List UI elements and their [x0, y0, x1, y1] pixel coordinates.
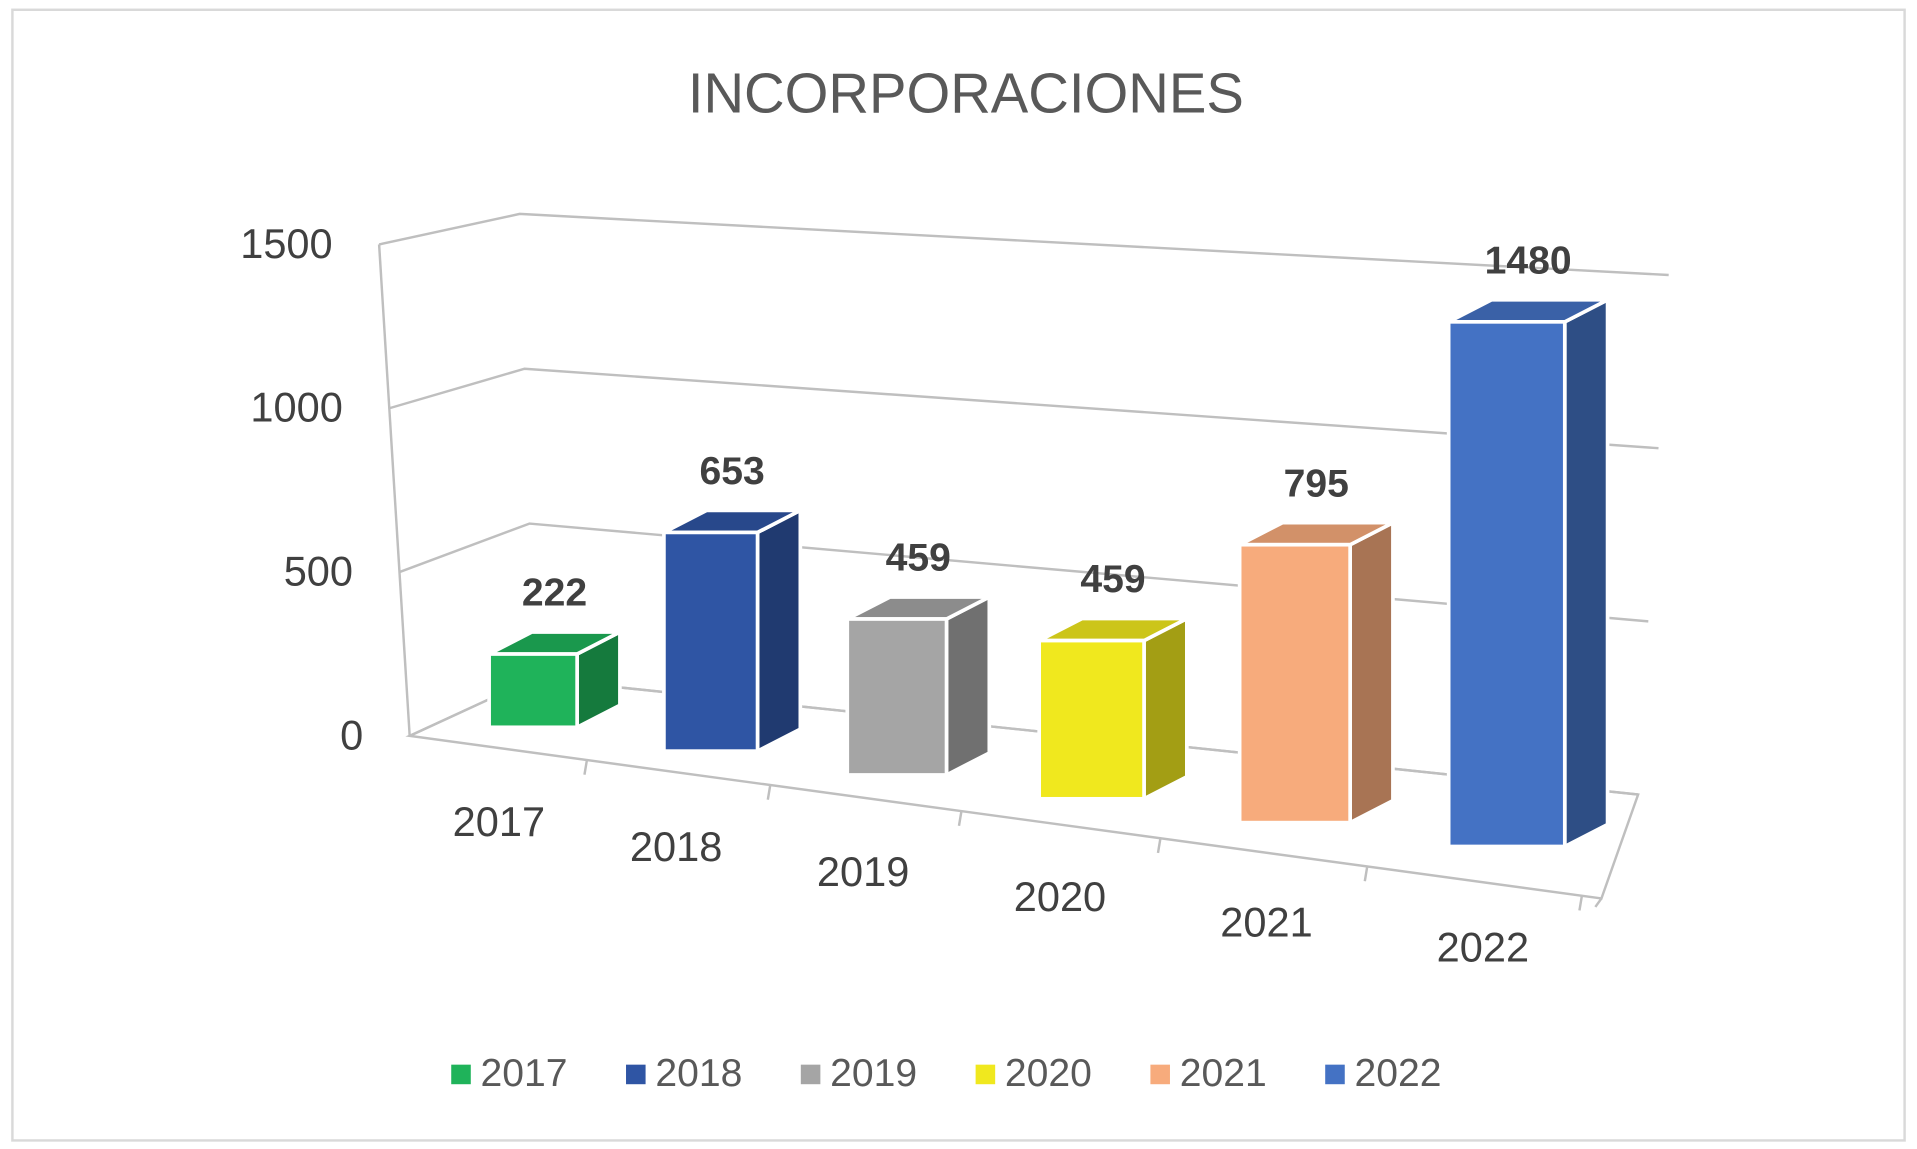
- x-tick-label: 2018: [630, 823, 722, 870]
- grid-line: [388, 367, 1659, 450]
- legend-swatch: [626, 1064, 646, 1085]
- legend-label: 2020: [1005, 1052, 1092, 1095]
- data-label: 459: [1080, 558, 1145, 601]
- bar: [845, 617, 949, 777]
- x-tick-label: 2019: [817, 848, 909, 895]
- bar: [1446, 320, 1567, 849]
- bar-side: [1142, 615, 1189, 802]
- x-tick: [1363, 866, 1369, 882]
- legend-label: 2017: [481, 1052, 568, 1095]
- bar: [1237, 542, 1352, 825]
- bar-side: [755, 507, 803, 755]
- legend-label: 2022: [1355, 1052, 1442, 1095]
- x-tick-label: 2020: [1014, 873, 1106, 920]
- legend-swatch: [1150, 1064, 1170, 1085]
- x-tick: [1156, 838, 1162, 854]
- y-tick-label: 1000: [250, 384, 342, 431]
- legend-label: 2018: [655, 1052, 742, 1095]
- bar-side: [1348, 519, 1395, 826]
- floor-edge: [1594, 897, 1603, 908]
- bar: [487, 652, 579, 730]
- y-axis: [377, 244, 411, 736]
- grid-line: [378, 212, 1669, 277]
- bar: [1037, 638, 1146, 801]
- y-tick-label: 0: [340, 711, 363, 758]
- data-label: 653: [699, 450, 764, 493]
- legend-swatch: [800, 1064, 821, 1085]
- x-tick: [1578, 895, 1584, 911]
- bar-side: [1562, 296, 1610, 850]
- legend-swatch: [451, 1064, 471, 1085]
- data-label: 795: [1284, 462, 1349, 505]
- legend-label: 2021: [1180, 1052, 1267, 1095]
- x-tick-label: 2022: [1437, 923, 1529, 970]
- legend-label: 2019: [830, 1052, 917, 1095]
- x-tick-label: 2017: [453, 798, 545, 845]
- y-tick-label: 500: [284, 547, 353, 594]
- data-label: 1480: [1485, 239, 1572, 282]
- data-label: 222: [522, 572, 587, 615]
- data-label: 459: [886, 537, 951, 580]
- legend-swatch: [1325, 1064, 1345, 1085]
- chart-title: INCORPORACIONES: [688, 62, 1244, 125]
- x-tick-label: 2021: [1220, 898, 1312, 945]
- bar: [662, 530, 760, 753]
- x-tick: [583, 759, 589, 775]
- y-tick-label: 1500: [240, 220, 332, 267]
- x-tick: [957, 810, 963, 826]
- legend-swatch: [975, 1064, 996, 1085]
- x-tick: [766, 784, 772, 800]
- bar-side: [944, 593, 992, 778]
